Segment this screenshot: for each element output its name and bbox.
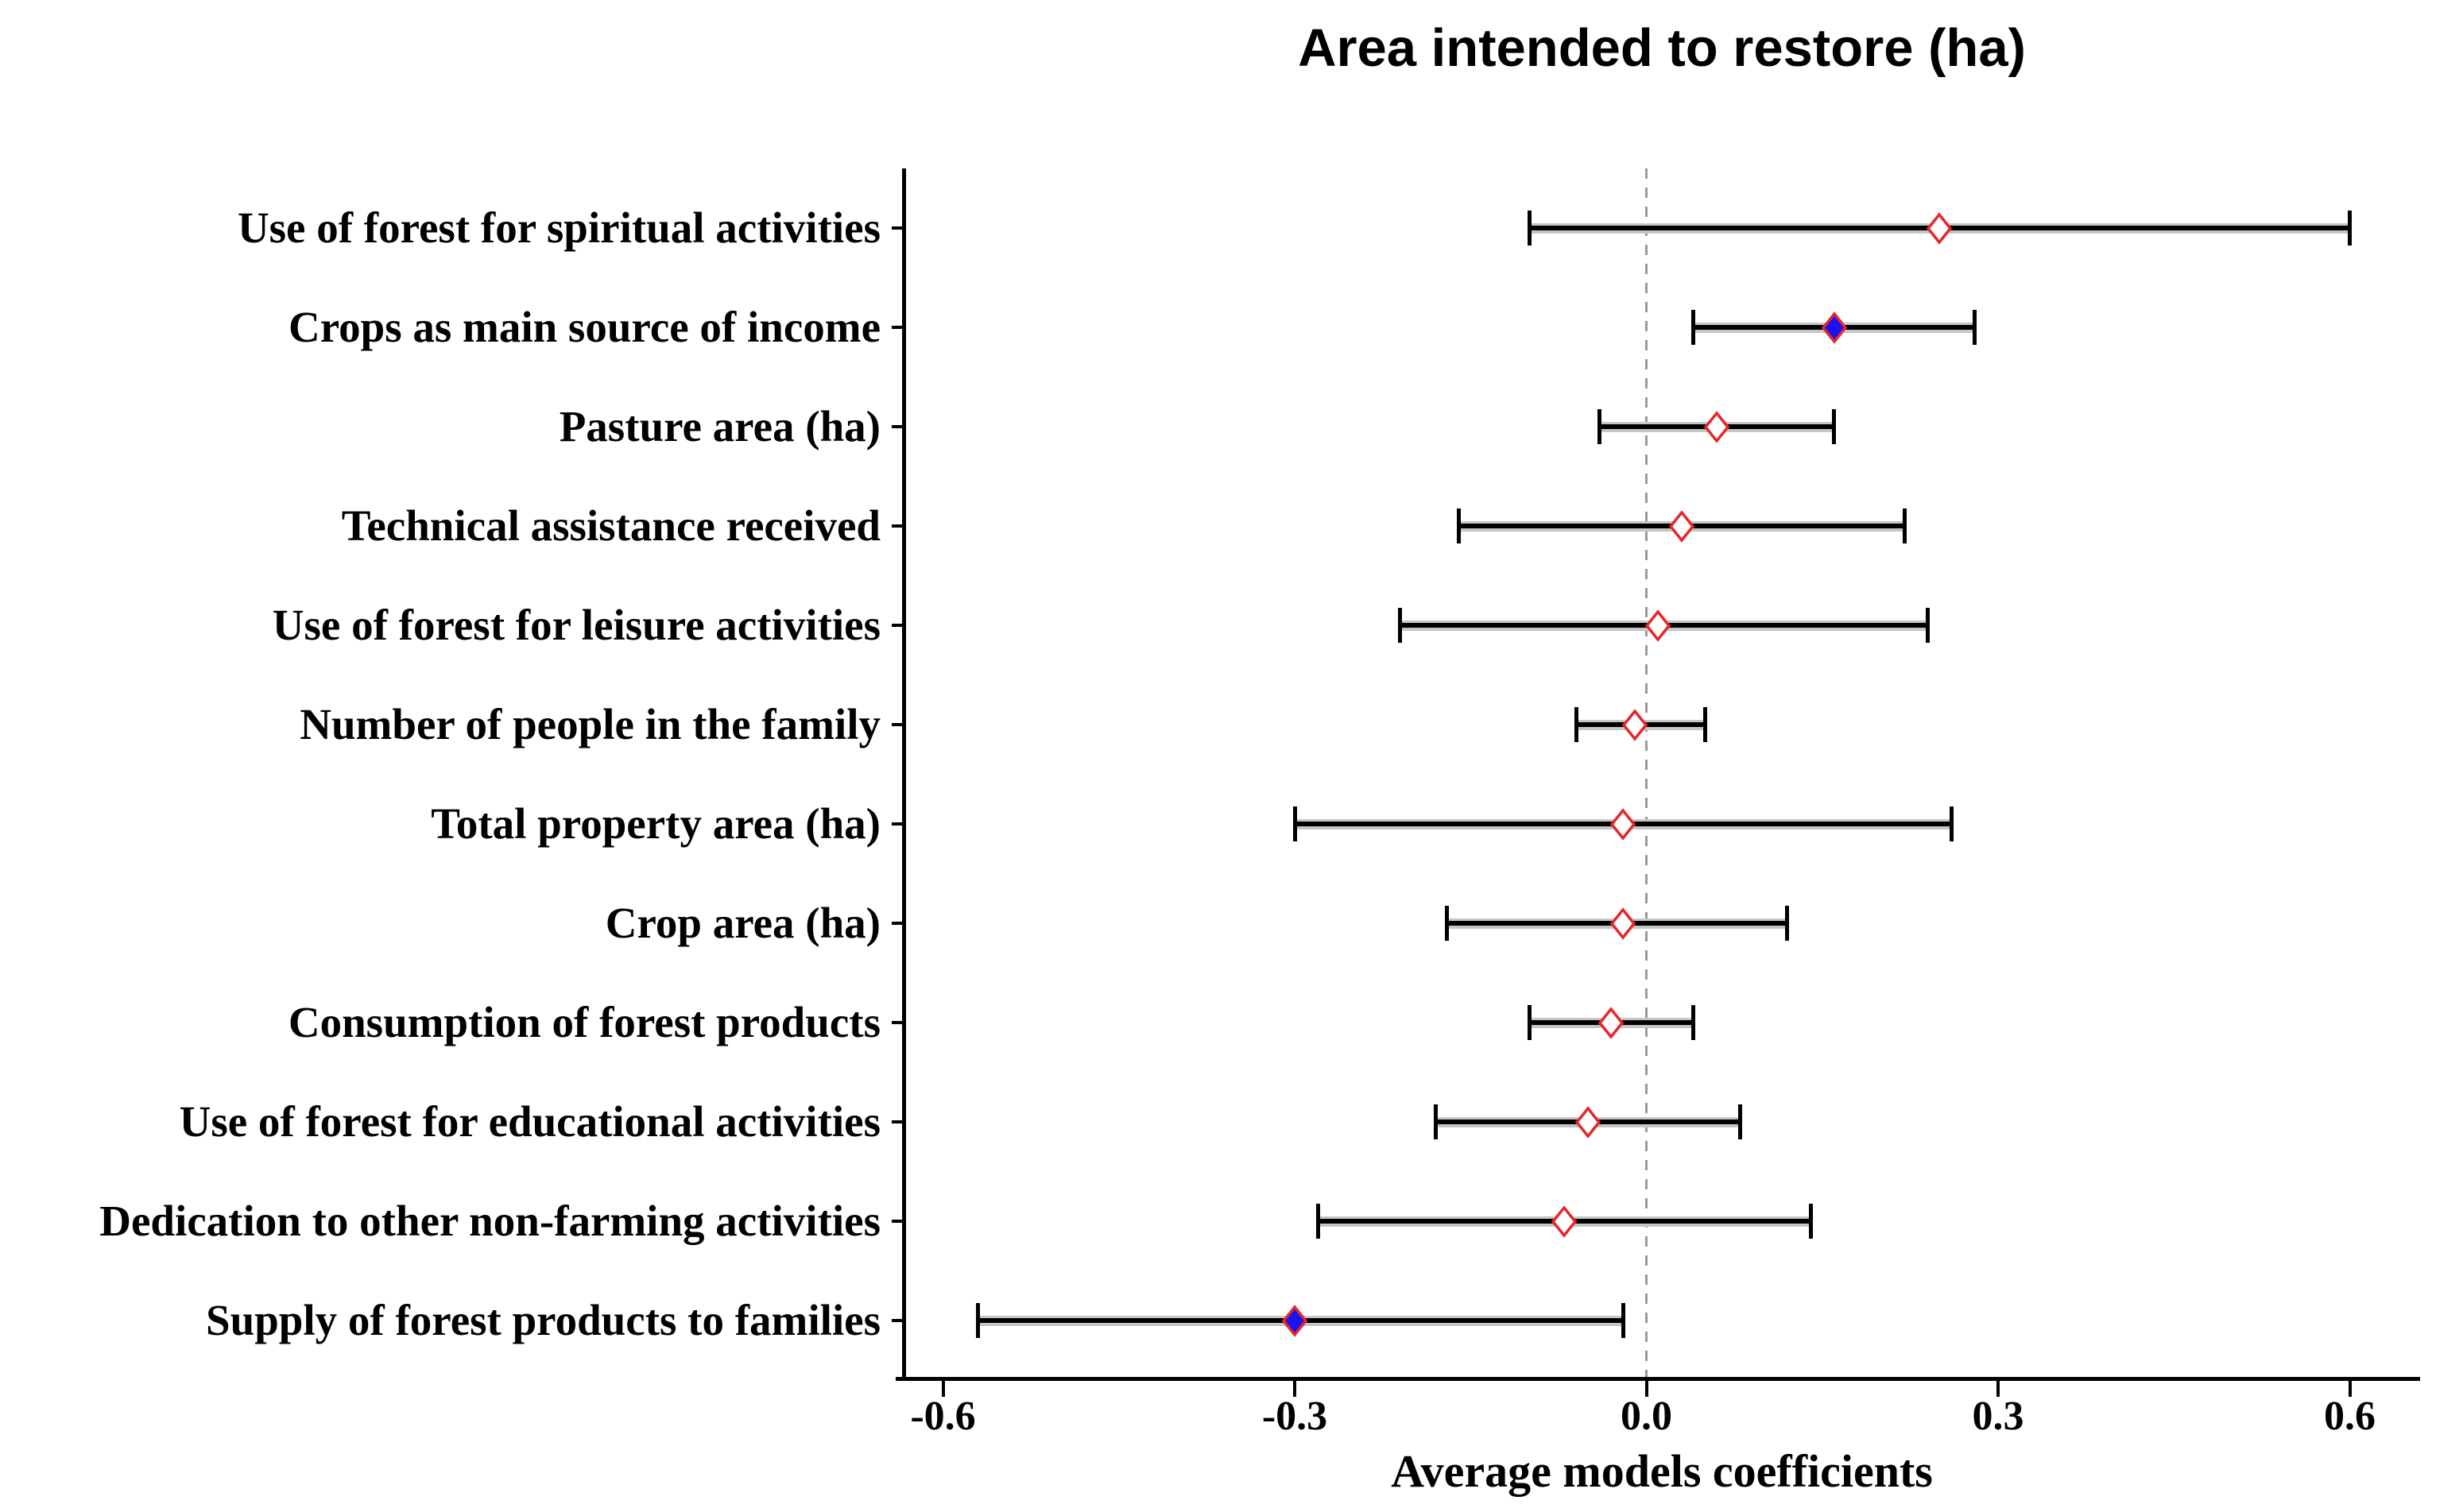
x-axis-title: Average models coefficients [1391,1445,1933,1497]
x-axis-tick-label: 0.0 [1621,1394,1672,1439]
ci-cap-right [1832,409,1836,444]
x-axis-tick [1996,1381,2000,1397]
ci-cap-left [1398,608,1403,643]
x-axis-tick [1293,1381,1296,1397]
row-label: Dedication to other non-farming activiti… [99,1197,881,1245]
y-axis-tick [892,723,902,726]
row-label: Number of people in the family [300,700,881,748]
row-label: Total property area (ha) [431,799,881,848]
ci-cap-left [1292,806,1297,841]
x-axis-tick-label: 0.6 [2324,1394,2376,1439]
ci-cap-right [1902,509,1907,543]
diamond-marker-open [1621,708,1648,741]
y-axis-tick [892,1220,902,1223]
x-axis-tick-label: 0.3 [1972,1394,2024,1439]
ci-cap-right [1785,906,1789,941]
ci-cap-left [1574,707,1578,742]
row-label: Crop area (ha) [605,899,881,947]
ci-cap-right [1702,707,1707,742]
ci-cap-left [1527,211,1532,246]
diamond-marker-open [1609,807,1636,841]
ci-cap-right [1738,1104,1742,1139]
x-axis-tick-label: -0.6 [910,1394,976,1439]
row-label: Pasture area (ha) [559,402,881,451]
ci-cap-left [1527,1005,1532,1040]
ci-cap-right [1621,1303,1625,1338]
x-axis-tick-label: -0.3 [1261,1394,1328,1439]
diamond-marker-open [1668,509,1694,543]
ci-cap-right [2348,211,2352,246]
diamond-marker-open [1927,211,1953,245]
diamond-marker-open [1645,609,1671,642]
ci-cap-right [1808,1204,1813,1239]
ci-cap-left [1691,310,1695,345]
y-axis-tick [892,624,902,627]
y-axis-tick [892,326,902,329]
y-axis-tick [892,1021,902,1024]
row-label: Supply of forest products to families [206,1296,881,1344]
ci-cap-left [1597,409,1601,444]
y-axis-tick [892,822,902,826]
y-axis-tick [892,1319,902,1322]
ci-cap-right [1926,608,1930,643]
ci-cap-left [976,1303,981,1338]
diamond-marker-filled [1821,311,1847,344]
x-axis-tick [1644,1381,1648,1397]
ci-cap-right [1973,310,1977,345]
x-axis-line [896,1377,2420,1381]
diamond-marker-open [1598,1006,1625,1039]
y-axis-tick [892,425,902,428]
row-label: Technical assistance received [341,501,881,550]
y-axis-tick [892,922,902,925]
x-axis-tick [941,1381,945,1397]
diamond-marker-open [1703,410,1730,443]
y-axis-line [902,168,906,1379]
ci-cap-left [1445,906,1450,941]
ci-cap-left [1457,509,1461,543]
ci-cap-right [1949,806,1954,841]
row-label: Consumption of forest products [288,998,881,1046]
diamond-marker-filled [1281,1304,1308,1337]
y-axis-tick [892,1120,902,1123]
row-label: Use of forest for leisure activities [272,601,881,649]
y-axis-tick [892,524,902,528]
y-axis-tick [892,226,902,230]
x-axis-tick [2348,1381,2352,1397]
ci-cap-left [1316,1204,1320,1239]
zero-reference-dashed-line [1645,168,1648,1379]
row-label: Use of forest for educational activities [179,1097,881,1146]
ci-cap-right [1691,1005,1695,1040]
row-label: Use of forest for spiritual activities [237,203,881,252]
chart-title: Area intended to restore (ha) [1298,18,2026,78]
ci-cap-left [1433,1104,1438,1139]
diamond-marker-open [1551,1205,1578,1238]
diamond-marker-open [1574,1105,1601,1139]
row-label: Crops as main source of income [288,303,881,351]
diamond-marker-open [1609,907,1636,940]
